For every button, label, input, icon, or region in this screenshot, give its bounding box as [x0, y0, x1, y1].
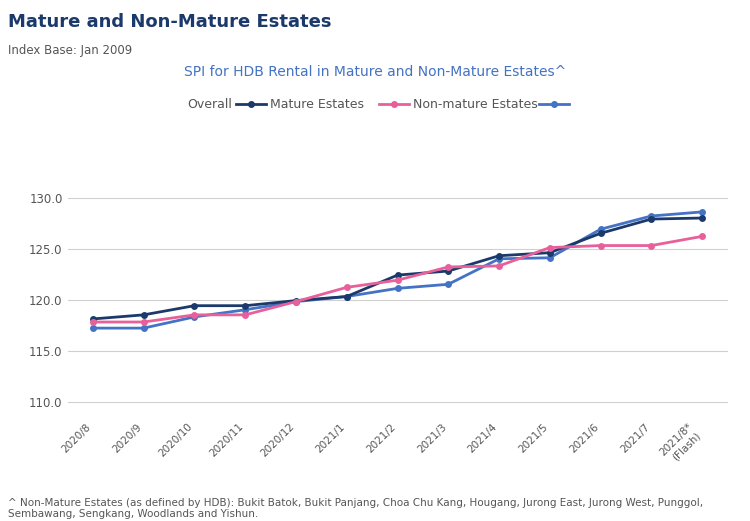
Text: Mature and Non-Mature Estates: Mature and Non-Mature Estates: [8, 13, 331, 31]
Text: SPI for HDB Rental in Mature and Non-Mature Estates^: SPI for HDB Rental in Mature and Non-Mat…: [184, 65, 566, 79]
Text: Non-mature Estates: Non-mature Estates: [413, 98, 537, 110]
Text: Overall: Overall: [188, 98, 232, 110]
Text: Index Base: Jan 2009: Index Base: Jan 2009: [8, 44, 132, 57]
Text: ^ Non-Mature Estates (as defined by HDB): Bukit Batok, Bukit Panjang, Choa Chu K: ^ Non-Mature Estates (as defined by HDB)…: [8, 498, 703, 519]
Text: Mature Estates: Mature Estates: [270, 98, 364, 110]
